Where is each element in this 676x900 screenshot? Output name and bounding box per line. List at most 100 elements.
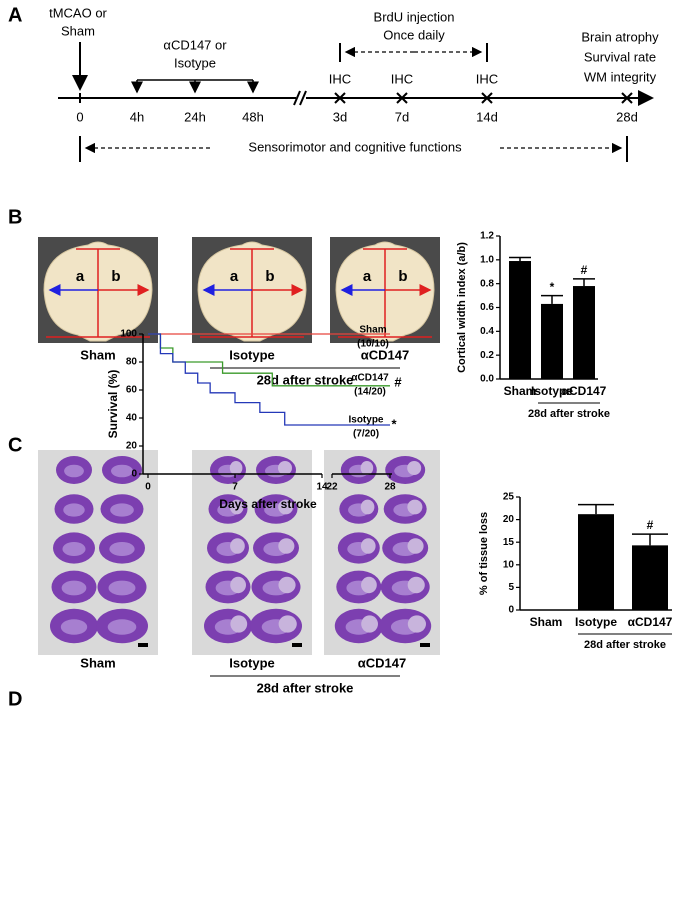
legend-label: αCD147 [351,373,389,384]
significance-mark: # [581,263,588,277]
brdu-label: BrdU injection [374,9,455,24]
brain-slice-inner [107,619,137,635]
bar [578,514,614,610]
x-axis-label: Days after stroke [219,497,317,511]
y-tick-label: 0.6 [480,302,494,313]
y-tick-label: 100 [120,329,137,340]
panel-label: B [8,206,22,228]
lesion [230,615,248,633]
y-tick-label: 1.2 [480,231,494,242]
lesion [360,499,375,515]
brain-slice-inner [108,580,136,596]
scale-bar [138,643,148,647]
timeline-mark [481,92,493,104]
x-tick-label: αCD147 [562,384,607,398]
brain-slice-inner [111,464,133,478]
x-tick-label: Isotype [531,384,573,398]
brain-slice-inner [63,503,85,517]
lesion [278,499,294,515]
image-caption: αCD147 [358,655,406,670]
ruler-letter: b [111,268,120,285]
axis-break [293,90,301,106]
scale-bar [420,643,430,647]
significance-mark: * [550,280,555,294]
significance-mark: # [647,518,654,532]
timeline-mark [396,92,408,104]
x-tick-label: Isotype [575,615,617,629]
lesion [361,576,377,594]
y-tick-label: 15 [503,537,515,548]
y-tick-label: 25 [503,492,515,503]
brain-slice-inner [110,503,134,517]
y-tick-label: 5 [508,582,514,593]
brain-slice-inner [109,541,135,557]
x-tick-label: 7 [232,482,238,493]
timeline-tick-label: 3d [333,109,347,124]
start-label: Sham [61,23,95,38]
timeline-tick-label: 48h [242,109,264,124]
legend-label: Sham [359,325,386,336]
y-tick-label: 0.8 [480,278,494,289]
survival-line [148,333,390,426]
panel-label: C [8,434,22,456]
x-tick-label: 0 [145,482,151,493]
ruler-letter: a [230,268,239,285]
brain-slice-inner [61,580,87,596]
lesion [230,576,246,594]
end-label: WM integrity [584,69,657,84]
y-tick-label: 80 [126,357,138,368]
ruler-letter: b [398,268,407,285]
bar [573,286,595,379]
x-tick-label: 28 [384,482,396,493]
brain-slice-inner [62,541,86,557]
lesion [278,538,295,554]
bar [541,303,563,379]
timeline-tick-label: 7d [395,109,409,124]
group-label: 28d after stroke [584,639,666,651]
lesion [229,461,243,475]
y-tick-label: 40 [126,413,138,424]
y-axis-label: Cortical width index (a/b) [456,242,468,373]
brain-slice-inner [64,464,84,478]
ihc-label: IHC [329,71,351,86]
image-caption: Sham [80,347,115,362]
y-tick-label: 0 [131,469,137,480]
lesion [230,538,245,554]
y-tick-label: 10 [503,559,515,570]
y-tick-label: 0.4 [480,326,494,337]
image-caption: αCD147 [361,347,409,362]
lesion [278,615,297,633]
panel-label: A [8,4,22,26]
ruler-letter: a [76,268,85,285]
y-tick-label: 0.2 [480,350,494,361]
brain-slice-inner [60,619,88,635]
lesion [229,499,244,515]
timeline-mark [334,92,346,104]
lesion [407,461,422,475]
y-tick-label: 0.0 [480,374,494,385]
lesion [360,461,374,475]
scale-bar [292,643,302,647]
treatment-label: αCD147 or [163,37,227,52]
y-tick-label: 1.0 [480,254,494,265]
lesion [407,615,426,633]
lesion [407,499,423,515]
y-tick-label: 0 [508,605,514,616]
significance-mark: # [394,374,402,389]
y-tick-label: 60 [126,385,138,396]
ihc-label: IHC [391,71,413,86]
group-label: 28d after stroke [257,372,354,387]
image-caption: Isotype [229,655,275,670]
x-tick-label: 22 [326,482,338,493]
x-tick-label: 14 [316,482,328,493]
lesion [407,538,424,554]
y-tick-label: 20 [503,514,515,525]
brdu-label: Once daily [383,27,445,42]
x-tick-label: Sham [504,384,537,398]
timeline-tick-label: 28d [616,109,638,124]
end-label: Brain atrophy [581,29,659,44]
timeline-tick-label: 0 [76,109,83,124]
x-tick-label: Sham [530,615,563,629]
lesion [407,576,425,594]
